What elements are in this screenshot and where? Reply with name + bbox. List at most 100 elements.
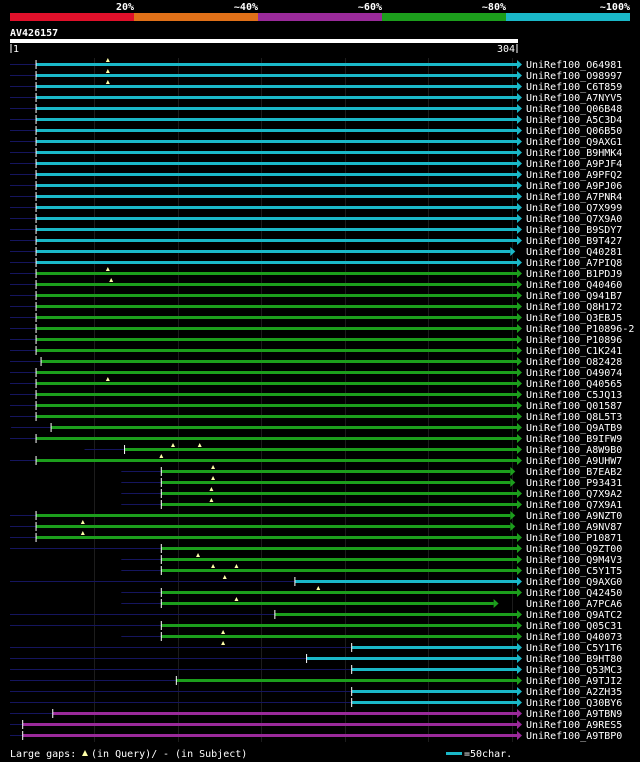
hit-row: UniRef100_P10896-2 <box>10 324 634 335</box>
hit-row: UniRef100_A9PJF4 <box>10 159 622 170</box>
hit-bar <box>36 63 518 66</box>
footer-subject-gap-text: - (in Subject) <box>163 749 247 760</box>
hit-end-arrow <box>517 731 522 740</box>
hit-row: UniRef100_O82428 <box>10 357 622 368</box>
hit-row: UniRef100_Q9ATC2 <box>10 610 622 621</box>
hit-row: UniRef100_Q9M4V3 <box>121 553 622 566</box>
query-gap-marker-icon <box>82 750 88 756</box>
hit-bar <box>351 701 517 704</box>
hit-end-arrow <box>517 709 522 718</box>
hit-bar <box>36 250 511 253</box>
hit-end-arrow <box>517 698 522 707</box>
hit-label: UniRef100_Q8H172 <box>526 302 622 313</box>
legend-swatch-1 <box>10 13 134 21</box>
hit-bar <box>161 569 517 572</box>
hit-bar <box>36 85 518 88</box>
hit-label: UniRef100_Q9M4V3 <box>526 555 622 566</box>
hit-end-arrow <box>517 544 522 553</box>
query-bar <box>10 39 518 43</box>
hit-label: UniRef100_C5JQ13 <box>526 390 622 401</box>
hit-label: UniRef100_A9PJ06 <box>526 181 622 192</box>
hit-end-arrow <box>517 566 522 575</box>
hit-end-arrow <box>517 610 522 619</box>
hit-row: UniRef100_P10871 <box>10 531 622 544</box>
hit-bar <box>161 624 517 627</box>
hit-bar <box>36 371 518 374</box>
hit-label: UniRef100_Q7X999 <box>526 203 622 214</box>
hit-row: UniRef100_C1K241 <box>10 346 622 357</box>
hit-end-arrow <box>517 401 522 410</box>
hit-label: UniRef100_Q7X9A2 <box>526 489 622 500</box>
query-gap-marker <box>221 641 226 645</box>
hit-bar <box>274 613 517 616</box>
query-gap-marker <box>234 597 239 601</box>
hit-bar <box>36 393 518 396</box>
hit-label: UniRef100_Q7X9A1 <box>526 500 622 511</box>
legend-swatch-3 <box>258 13 382 21</box>
hit-bar <box>36 129 518 132</box>
hit-bar <box>36 184 518 187</box>
hit-label: UniRef100_P10896-2 <box>526 324 634 335</box>
query-gap-marker <box>211 564 216 568</box>
hit-row: UniRef100_B9SDY7 <box>10 225 622 236</box>
hit-row: UniRef100_Q06B48 <box>10 104 622 115</box>
hit-row: UniRef100_A9NZT0 <box>10 511 622 522</box>
query-start-label: 1 <box>13 44 19 55</box>
query-gap-marker <box>105 69 110 73</box>
hit-end-arrow <box>517 368 522 377</box>
hit-label: UniRef100_B7EAB2 <box>526 467 622 478</box>
hit-end-arrow <box>517 258 522 267</box>
query-gap-marker <box>170 443 175 447</box>
hit-bar <box>36 96 518 99</box>
hit-label: UniRef100_Q40281 <box>526 247 622 258</box>
hit-label: UniRef100_A9TJI2 <box>526 676 622 687</box>
hit-end-arrow <box>517 269 522 278</box>
hit-end-arrow <box>517 423 522 432</box>
hit-end-arrow <box>517 434 522 443</box>
hit-bar <box>161 503 517 506</box>
hit-bar <box>36 437 518 440</box>
hit-label: UniRef100_Q42450 <box>526 588 622 599</box>
hit-row: UniRef100_A9PFQ2 <box>10 170 622 181</box>
hit-bar <box>36 514 511 517</box>
hit-end-arrow <box>517 335 522 344</box>
hit-label: UniRef100_A9UHW7 <box>526 456 622 467</box>
query-gap-marker <box>209 498 214 502</box>
query-gap-marker <box>80 520 85 524</box>
hit-bar <box>351 646 517 649</box>
hit-row: UniRef100_Q7X999 <box>10 203 622 214</box>
hit-label: UniRef100_C5Y1T5 <box>526 566 622 577</box>
hit-end-arrow <box>517 456 522 465</box>
query-gap-marker <box>222 575 227 579</box>
hit-bar <box>36 305 518 308</box>
hit-end-arrow <box>510 522 516 531</box>
hit-label: UniRef100_O98997 <box>526 71 622 82</box>
hit-end-arrow <box>517 313 522 322</box>
hit-end-arrow <box>517 82 522 91</box>
hit-end-arrow <box>517 192 522 201</box>
hit-label: UniRef100_B9HT80 <box>526 654 622 665</box>
legend-label-20: 20% <box>116 2 134 13</box>
hit-row: UniRef100_Q3EBJ5 <box>10 313 622 324</box>
hit-bar <box>36 283 518 286</box>
hit-end-arrow <box>517 324 522 333</box>
footer: Large gaps: (in Query)/ - (in Subject) =… <box>10 749 512 760</box>
hit-bar <box>36 536 518 539</box>
hit-bar <box>36 459 518 462</box>
legend-label-80: ~80% <box>482 2 506 13</box>
hit-bar <box>22 734 518 737</box>
legend-labels: 20% ~40% ~60% ~80% ~100% <box>116 2 630 13</box>
hit-row: UniRef100_Q30BY6 <box>10 698 622 709</box>
hit-label: UniRef100_A9RES5 <box>526 720 622 731</box>
hit-end-arrow <box>517 720 522 729</box>
hit-label: UniRef100_B9HMK4 <box>526 148 622 159</box>
hit-bar <box>161 481 511 484</box>
hit-row: UniRef100_Q9AXG1 <box>10 137 622 148</box>
legend-swatch-2 <box>134 13 258 21</box>
hit-row: UniRef100_C5Y1T6 <box>10 641 622 654</box>
hit-end-arrow <box>517 489 522 498</box>
hit-label: UniRef100_A7PCA6 <box>526 599 622 610</box>
query-gap-marker <box>109 278 114 282</box>
hit-row: UniRef100_B9T427 <box>10 236 622 247</box>
hit-end-arrow <box>517 60 522 69</box>
